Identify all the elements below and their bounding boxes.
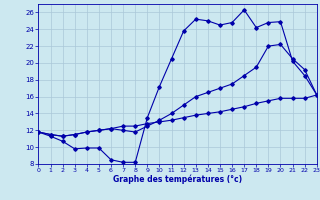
X-axis label: Graphe des températures (°c): Graphe des températures (°c) [113,175,242,184]
